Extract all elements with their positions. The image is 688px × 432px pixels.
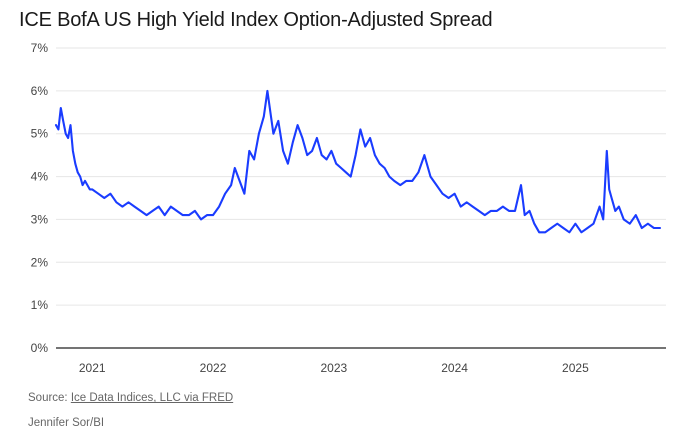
series-line-hy-oas <box>54 89 662 234</box>
y-tick-label: 5% <box>31 127 49 141</box>
source-note: Source: Ice Data Indices, LLC via FRED <box>28 392 233 404</box>
source-link[interactable]: Ice Data Indices, LLC via FRED <box>70 392 234 404</box>
y-tick-label: 0% <box>31 341 49 355</box>
x-tick-label: 2025 <box>562 361 589 375</box>
y-tick-label: 6% <box>31 84 49 98</box>
chart-title: ICE BofA US High Yield Index Option-Adju… <box>19 9 493 31</box>
y-tick-label: 4% <box>31 170 49 184</box>
y-tick-label: 7% <box>31 41 49 55</box>
x-tick-label: 2021 <box>79 361 106 375</box>
y-axis-labels: 0% 1% 2% 3% 4% 5% 6% 7% <box>31 41 49 355</box>
x-tick-label: 2024 <box>441 361 468 375</box>
x-tick-label: 2023 <box>320 361 347 375</box>
author-credit: Jennifer Sor/BI <box>28 417 105 429</box>
x-tick-label: 2022 <box>200 361 227 375</box>
x-axis-labels: 2021 2022 2023 2024 2025 <box>79 361 589 375</box>
source-prefix: Source: <box>28 392 71 404</box>
grid-lines <box>56 47 666 306</box>
y-tick-label: 3% <box>31 212 49 226</box>
y-tick-label: 2% <box>31 255 49 269</box>
y-tick-label: 1% <box>31 298 49 312</box>
